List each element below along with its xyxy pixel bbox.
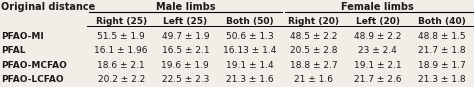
Text: 51.5 ± 1.9: 51.5 ± 1.9 xyxy=(97,32,145,41)
Text: 21.7 ± 2.6: 21.7 ± 2.6 xyxy=(354,75,401,84)
Text: 21.3 ± 1.6: 21.3 ± 1.6 xyxy=(226,75,273,84)
Text: 18.6 ± 2.1: 18.6 ± 2.1 xyxy=(97,61,145,70)
Text: 48.5 ± 2.2: 48.5 ± 2.2 xyxy=(290,32,337,41)
Text: 18.9 ± 1.7: 18.9 ± 1.7 xyxy=(418,61,466,70)
Text: 16.5 ± 2.1: 16.5 ± 2.1 xyxy=(162,46,209,55)
Text: PFAO-LCFAO: PFAO-LCFAO xyxy=(1,75,64,84)
Text: Right (20): Right (20) xyxy=(288,17,339,26)
Text: 23 ± 2.4: 23 ± 2.4 xyxy=(358,46,397,55)
Text: 16.1 ± 1.96: 16.1 ± 1.96 xyxy=(94,46,148,55)
Text: Female limbs: Female limbs xyxy=(341,2,414,12)
Text: 49.7 ± 1.9: 49.7 ± 1.9 xyxy=(162,32,209,41)
Text: 21.7 ± 1.8: 21.7 ± 1.8 xyxy=(418,46,466,55)
Text: 50.6 ± 1.3: 50.6 ± 1.3 xyxy=(226,32,273,41)
Text: 19.6 ± 1.9: 19.6 ± 1.9 xyxy=(162,61,209,70)
Text: Male limbs: Male limbs xyxy=(155,2,215,12)
Text: Original distance: Original distance xyxy=(1,2,95,12)
Text: 20.5 ± 2.8: 20.5 ± 2.8 xyxy=(290,46,337,55)
Text: Left (25): Left (25) xyxy=(163,17,208,26)
Text: 22.5 ± 2.3: 22.5 ± 2.3 xyxy=(162,75,209,84)
Text: 19.1 ± 2.1: 19.1 ± 2.1 xyxy=(354,61,401,70)
Text: Both (40): Both (40) xyxy=(418,17,466,26)
Text: 19.1 ± 1.4: 19.1 ± 1.4 xyxy=(226,61,273,70)
Text: 18.8 ± 2.7: 18.8 ± 2.7 xyxy=(290,61,337,70)
Text: Both (50): Both (50) xyxy=(226,17,273,26)
Text: 21.3 ± 1.8: 21.3 ± 1.8 xyxy=(418,75,466,84)
Text: Right (25): Right (25) xyxy=(96,17,147,26)
Text: 48.9 ± 2.2: 48.9 ± 2.2 xyxy=(354,32,401,41)
Text: 20.2 ± 2.2: 20.2 ± 2.2 xyxy=(98,75,145,84)
Text: Left (20): Left (20) xyxy=(356,17,400,26)
Text: 21 ± 1.6: 21 ± 1.6 xyxy=(294,75,333,84)
Text: PFAO-MCFAO: PFAO-MCFAO xyxy=(1,61,67,70)
Text: PFAO-MI: PFAO-MI xyxy=(1,32,44,41)
Text: 48.8 ± 1.5: 48.8 ± 1.5 xyxy=(418,32,466,41)
Text: 16.13 ± 1.4: 16.13 ± 1.4 xyxy=(223,46,276,55)
Text: PFAL: PFAL xyxy=(1,46,26,55)
